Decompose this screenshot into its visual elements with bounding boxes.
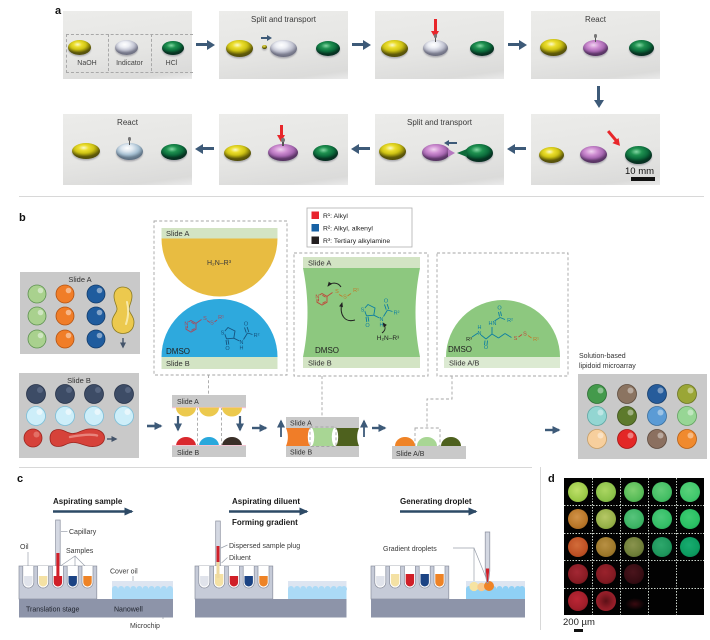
svg-text:N: N [240,340,244,346]
svg-text:DMSO: DMSO [315,346,339,355]
svg-text:Slide B: Slide B [67,376,91,385]
svg-text:S: S [361,308,365,314]
svg-text:Cover oil: Cover oil [110,569,138,576]
svg-text:Dispersed sample plug: Dispersed sample plug [229,543,300,550]
svg-text:Slide A: Slide A [177,399,199,406]
svg-text:R¹: R¹ [533,337,539,343]
svg-text:DMSO: DMSO [448,345,472,354]
svg-text:S: S [343,295,347,301]
svg-text:H: H [240,346,244,352]
svg-text:O: O [225,346,230,352]
svg-text:S: S [514,336,518,342]
svg-text:R²: Alkyl, alkenyl: R²: Alkyl, alkenyl [323,226,373,233]
svg-text:Slide A: Slide A [290,421,312,428]
svg-text:O: O [484,345,489,351]
svg-text:Slide B: Slide B [166,359,190,368]
svg-text:R²: R² [507,318,513,324]
svg-text:lipidoid microarray: lipidoid microarray [579,363,636,370]
svg-text:Forming gradient: Forming gradient [232,518,298,527]
svg-text:Slide B: Slide B [308,359,332,368]
svg-text:R¹: Alkyl: R¹: Alkyl [323,213,348,220]
svg-text:O: O [244,322,249,328]
svg-text:O: O [384,299,389,305]
svg-text:Slide A/B: Slide A/B [396,451,425,458]
svg-text:Slide A: Slide A [68,275,91,284]
svg-text:S: S [335,289,339,295]
svg-text:N: N [184,322,188,328]
svg-text:N: N [315,295,319,301]
svg-text:R³: R³ [466,337,472,343]
svg-text:Slide B: Slide B [177,450,200,457]
svg-text:Generating droplet: Generating droplet [400,497,472,506]
svg-text:O: O [497,306,502,312]
svg-text:N: N [380,317,384,323]
svg-text:N: N [478,331,482,337]
svg-text:Translation stage: Translation stage [26,607,80,614]
svg-text:S: S [523,332,527,338]
svg-text:Slide A: Slide A [308,259,331,268]
svg-text:R¹: R¹ [353,288,359,294]
svg-text:R¹: R¹ [218,315,224,321]
svg-text:H₂N–R³: H₂N–R³ [207,260,232,267]
svg-text:HN: HN [489,321,497,327]
svg-text:Diluent: Diluent [229,555,251,562]
svg-text:O: O [365,323,370,329]
svg-text:R³: Tertiary alkylamine: R³: Tertiary alkylamine [323,238,390,245]
svg-text:Capillary: Capillary [69,529,97,536]
svg-text:Samples: Samples [66,548,94,555]
svg-text:S: S [210,321,214,327]
svg-text:Oil: Oil [20,544,29,551]
svg-text:H: H [380,323,384,329]
svg-text:Slide A/B: Slide A/B [449,359,479,368]
svg-text:DMSO: DMSO [166,347,190,356]
svg-text:H: H [478,325,482,331]
svg-text:Gradient droplets: Gradient droplets [383,546,437,553]
svg-text:R²: R² [394,311,400,317]
svg-text:Nanowell: Nanowell [114,607,143,614]
svg-text:Aspirating diluent: Aspirating diluent [232,497,300,506]
svg-text:S: S [203,316,207,322]
svg-text:S: S [221,331,225,337]
svg-text:H₂N–R³: H₂N–R³ [377,335,400,342]
svg-text:R²: R² [254,333,260,339]
svg-text:Slide B: Slide B [290,450,313,457]
svg-text:Solution-based: Solution-based [579,353,626,360]
svg-text:Aspirating sample: Aspirating sample [53,497,123,506]
svg-text:Slide A: Slide A [166,229,189,238]
svg-text:Microchip: Microchip [130,623,160,630]
